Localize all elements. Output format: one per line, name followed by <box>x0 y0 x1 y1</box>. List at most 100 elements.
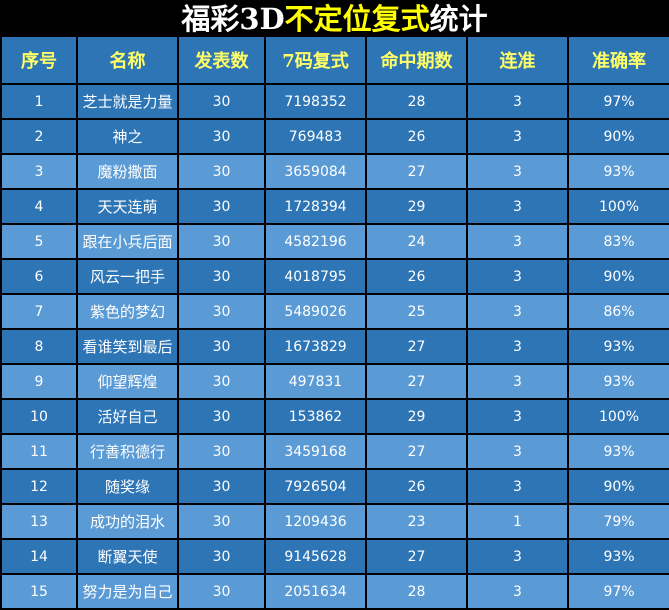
table-row: 14 断翼天使 30 9145628 27 3 93% <box>0 538 669 575</box>
table-row: 3 魔粉撒面 30 3659084 27 3 93% <box>0 153 669 190</box>
table-cell: 3 <box>466 118 569 155</box>
table-cell: 30 <box>177 433 266 470</box>
table-cell: 10 <box>0 398 78 435</box>
table-cell: 芝士就是力量 <box>76 83 179 120</box>
table-cell: 3 <box>466 188 569 225</box>
table-cell: 3 <box>466 328 569 365</box>
table-cell: 4582196 <box>264 223 367 260</box>
table-cell: 27 <box>365 433 468 470</box>
table-cell: 3459168 <box>264 433 367 470</box>
table-cell: 12 <box>0 468 78 505</box>
table-cell: 1673829 <box>264 328 367 365</box>
table-cell: 行善积德行 <box>76 433 179 470</box>
table-cell: 1 <box>466 503 569 540</box>
table-row: 12 随奖缘 30 7926504 26 3 90% <box>0 468 669 505</box>
column-header: 发表数 <box>177 35 266 85</box>
table-cell: 30 <box>177 223 266 260</box>
table-cell: 30 <box>177 118 266 155</box>
table-cell: 看谁笑到最后 <box>76 328 179 365</box>
table-cell: 30 <box>177 468 266 505</box>
table-cell: 28 <box>365 83 468 120</box>
table-cell: 30 <box>177 573 266 610</box>
table-cell: 断翼天使 <box>76 538 179 575</box>
table-cell: 5489026 <box>264 293 367 330</box>
table-cell: 紫色的梦幻 <box>76 293 179 330</box>
table-cell: 8 <box>0 328 78 365</box>
table-cell: 随奖缘 <box>76 468 179 505</box>
table-cell: 30 <box>177 83 266 120</box>
table-cell: 90% <box>567 258 669 295</box>
table-cell: 4018795 <box>264 258 367 295</box>
table-cell: 30 <box>177 188 266 225</box>
table-cell: 活好自己 <box>76 398 179 435</box>
table-row: 1 芝士就是力量 30 7198352 28 3 97% <box>0 83 669 120</box>
table-row: 6 风云一把手 30 4018795 26 3 90% <box>0 258 669 295</box>
table-cell: 1728394 <box>264 188 367 225</box>
table-cell: 9145628 <box>264 538 367 575</box>
table-cell: 769483 <box>264 118 367 155</box>
table-cell: 7926504 <box>264 468 367 505</box>
title-part: 福彩3D <box>181 2 285 36</box>
table-cell: 100% <box>567 398 669 435</box>
table-cell: 3 <box>466 223 569 260</box>
table-cell: 26 <box>365 468 468 505</box>
table-cell: 3 <box>466 83 569 120</box>
table-cell: 90% <box>567 468 669 505</box>
table-cell: 7198352 <box>264 83 367 120</box>
table-cell: 153862 <box>264 398 367 435</box>
table-cell: 15 <box>0 573 78 610</box>
table-cell: 27 <box>365 538 468 575</box>
table-cell: 7 <box>0 293 78 330</box>
table-cell: 24 <box>365 223 468 260</box>
table-row: 11 行善积德行 30 3459168 27 3 93% <box>0 433 669 470</box>
table-cell: 97% <box>567 573 669 610</box>
table-cell: 30 <box>177 293 266 330</box>
table-cell: 魔粉撒面 <box>76 153 179 190</box>
table-row: 15 努力是为自己 30 2051634 28 3 97% <box>0 573 669 610</box>
table-cell: 6 <box>0 258 78 295</box>
table-row: 7 紫色的梦幻 30 5489026 25 3 86% <box>0 293 669 330</box>
table-cell: 86% <box>567 293 669 330</box>
table-cell: 1209436 <box>264 503 367 540</box>
stats-table: 序号 名称 发表数 7码复式 命中期数 连准 准确率 1 芝士就是力量 30 7198352 28 3… <box>0 35 669 610</box>
table-cell: 27 <box>365 363 468 400</box>
table-cell: 11 <box>0 433 78 470</box>
table-cell: 3 <box>466 258 569 295</box>
table-cell: 天天连萌 <box>76 188 179 225</box>
table-cell: 29 <box>365 398 468 435</box>
table-cell: 26 <box>365 118 468 155</box>
table-cell: 13 <box>0 503 78 540</box>
table-cell: 100% <box>567 188 669 225</box>
table-row: 5 跟在小兵后面 30 4582196 24 3 83% <box>0 223 669 260</box>
table-row: 8 看谁笑到最后 30 1673829 27 3 93% <box>0 328 669 365</box>
table-cell: 30 <box>177 503 266 540</box>
table-cell: 3 <box>466 153 569 190</box>
table-cell: 2 <box>0 118 78 155</box>
title-highlight: 不定位复式 <box>284 2 430 36</box>
table-cell: 3 <box>466 433 569 470</box>
table-cell: 努力是为自己 <box>76 573 179 610</box>
table-cell: 93% <box>567 363 669 400</box>
table-cell: 30 <box>177 258 266 295</box>
table-cell: 93% <box>567 153 669 190</box>
table-cell: 3 <box>466 573 569 610</box>
table-cell: 28 <box>365 573 468 610</box>
column-header: 序号 <box>0 35 78 85</box>
table-cell: 27 <box>365 153 468 190</box>
table-cell: 3659084 <box>264 153 367 190</box>
table-header: 序号 名称 发表数 7码复式 命中期数 连准 准确率 <box>0 35 669 85</box>
table-cell: 25 <box>365 293 468 330</box>
table-cell: 3 <box>0 153 78 190</box>
table-cell: 30 <box>177 538 266 575</box>
table-cell: 93% <box>567 328 669 365</box>
table-cell: 风云一把手 <box>76 258 179 295</box>
table-cell: 3 <box>466 398 569 435</box>
column-header: 准确率 <box>567 35 669 85</box>
table-cell: 30 <box>177 328 266 365</box>
table-cell: 29 <box>365 188 468 225</box>
table-cell: 30 <box>177 363 266 400</box>
column-header: 连准 <box>466 35 569 85</box>
table-cell: 26 <box>365 258 468 295</box>
page-title: 福彩3D不定位复式统计 <box>0 0 669 36</box>
table-cell: 30 <box>177 153 266 190</box>
